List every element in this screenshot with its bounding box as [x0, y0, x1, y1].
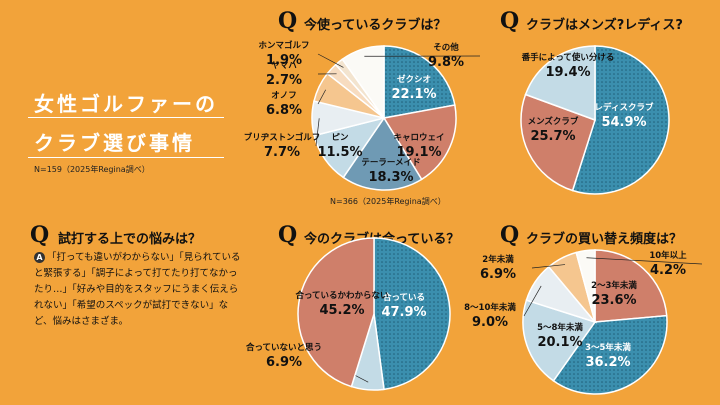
slice-label: 8〜10年未満 — [464, 302, 516, 313]
main-note: N=159（2025年Regina調べ） — [34, 165, 150, 174]
slice-label: 2〜3年未満 — [591, 280, 637, 291]
slice-label: 2年未満 — [482, 254, 514, 265]
slice-value: 22.1% — [391, 87, 436, 102]
slice-label: ピン — [331, 132, 349, 143]
slice-value: 45.2% — [319, 303, 364, 318]
q3-q-mark: Q — [30, 222, 50, 248]
pie-2: レディスクラブ 54.9% メンズクラブ 25.7% 番手によって使い分ける 19.4% — [520, 45, 670, 195]
slice-value: 1.9% — [266, 53, 302, 68]
pie-slice — [341, 45, 385, 121]
slice-value: 7.7% — [264, 145, 300, 160]
slice-value: 54.9% — [601, 115, 646, 130]
slice-label: 5〜8年未満 — [537, 322, 583, 333]
leader-line — [523, 285, 542, 317]
slice-value: 36.2% — [585, 355, 630, 370]
slice-value: 25.7% — [530, 129, 575, 144]
pie-1: ゼクシオ 22.1% キャロウェイ 19.1%テーラーメイド 18.3% ピン 11.5% ブ… — [244, 40, 481, 191]
slice-label: 合っていないと思う — [245, 342, 322, 353]
slice-value: 9.8% — [428, 55, 464, 70]
slice-label: 3〜5年未満 — [585, 342, 631, 353]
slice-value: 9.0% — [472, 315, 508, 330]
slice-label: メンズクラブ — [528, 116, 579, 127]
slice-label: ブリヂストンゴルフ — [244, 132, 321, 143]
slice-label: 合っている — [382, 292, 425, 303]
pie-slice — [520, 93, 596, 192]
answer-badge-icon: A — [34, 252, 45, 263]
q1-q-mark: Q — [278, 8, 298, 34]
q1-note: N=366（2025年Regina調べ） — [330, 197, 446, 206]
leader-line — [315, 118, 320, 147]
pie-slice — [524, 45, 596, 122]
slice-label: その他 — [433, 42, 459, 53]
pie-slice — [373, 237, 451, 391]
slice-label: 合っているかわからない — [294, 290, 388, 301]
slice-value: 19.4% — [545, 65, 590, 80]
slice-value: 6.8% — [266, 103, 302, 118]
leader-line — [317, 89, 326, 105]
pie-slice — [342, 116, 423, 191]
q3-title: 試打する上での悩みは？ — [58, 232, 202, 247]
slice-value: 20.1% — [537, 335, 582, 350]
slice-value: 47.9% — [381, 305, 426, 320]
pie-slice — [382, 104, 457, 181]
slice-label: オノフ — [271, 91, 297, 101]
q2-title: クラブはメンズ?レディス? — [526, 18, 683, 33]
pie-4: 2〜3年未満 23.6% 3〜5年未満 36.2% 5〜8年未満 20.1% 8〜10年未満… — [464, 249, 703, 395]
slice-value: 4.2% — [650, 263, 686, 278]
slice-value: 11.5% — [317, 145, 362, 160]
slice-label: ゼクシオ — [397, 74, 431, 85]
slice-label: ヤマハ — [271, 61, 297, 71]
slice-label: レディスクラブ — [595, 102, 654, 113]
q3-answer-text: 「打っても違いがわからない」「見られていると緊張する」「調子によって打てたり打て… — [34, 252, 241, 327]
slice-label: キャロウェイ — [393, 133, 444, 143]
slice-value: 18.3% — [368, 170, 413, 185]
pie-slice — [383, 45, 456, 119]
slice-label: テーラーメイド — [361, 158, 420, 168]
q5-q-mark: Q — [500, 222, 520, 248]
main-title-line2: クラブ選び事情 — [34, 131, 195, 155]
pie-slice — [575, 249, 596, 323]
title-rule-bottom — [28, 157, 224, 158]
slice-value: 19.1% — [396, 145, 441, 160]
slice-label: ホンマゴルフ — [258, 40, 309, 51]
pie-slice — [522, 299, 597, 382]
q2-q-mark: Q — [500, 8, 520, 34]
q3-answer: A 「打っても違いがわからない」「見られていると緊張する」「調子によって打てたり打… — [34, 250, 242, 330]
leader-line — [317, 53, 344, 68]
slice-value: 2.7% — [266, 73, 302, 88]
slice-label: 10年以上 — [649, 250, 687, 261]
q5-title: クラブの買い替え頻度は？ — [526, 232, 683, 247]
pie-slice — [297, 237, 375, 388]
main-title-line1: 女性ゴルファーの — [34, 92, 218, 116]
pie-slice — [594, 249, 668, 323]
pie-3: 合っている 47.9% 合っていないと思う 6.9% 合っているかわからない 45.2% — [245, 237, 451, 391]
q4-q-mark: Q — [278, 222, 298, 248]
slice-value: 6.9% — [266, 355, 302, 370]
pie-slice — [571, 45, 670, 195]
pie-slice — [552, 314, 668, 395]
leader-line — [531, 264, 566, 269]
slice-value: 6.9% — [480, 267, 516, 282]
title-rule-top — [28, 117, 224, 118]
leader-line — [586, 257, 703, 265]
slice-value: 23.6% — [591, 293, 636, 308]
slice-label: 番手によって使い分ける — [521, 52, 615, 63]
q1-title: 今使っているクラブは？ — [304, 18, 447, 33]
